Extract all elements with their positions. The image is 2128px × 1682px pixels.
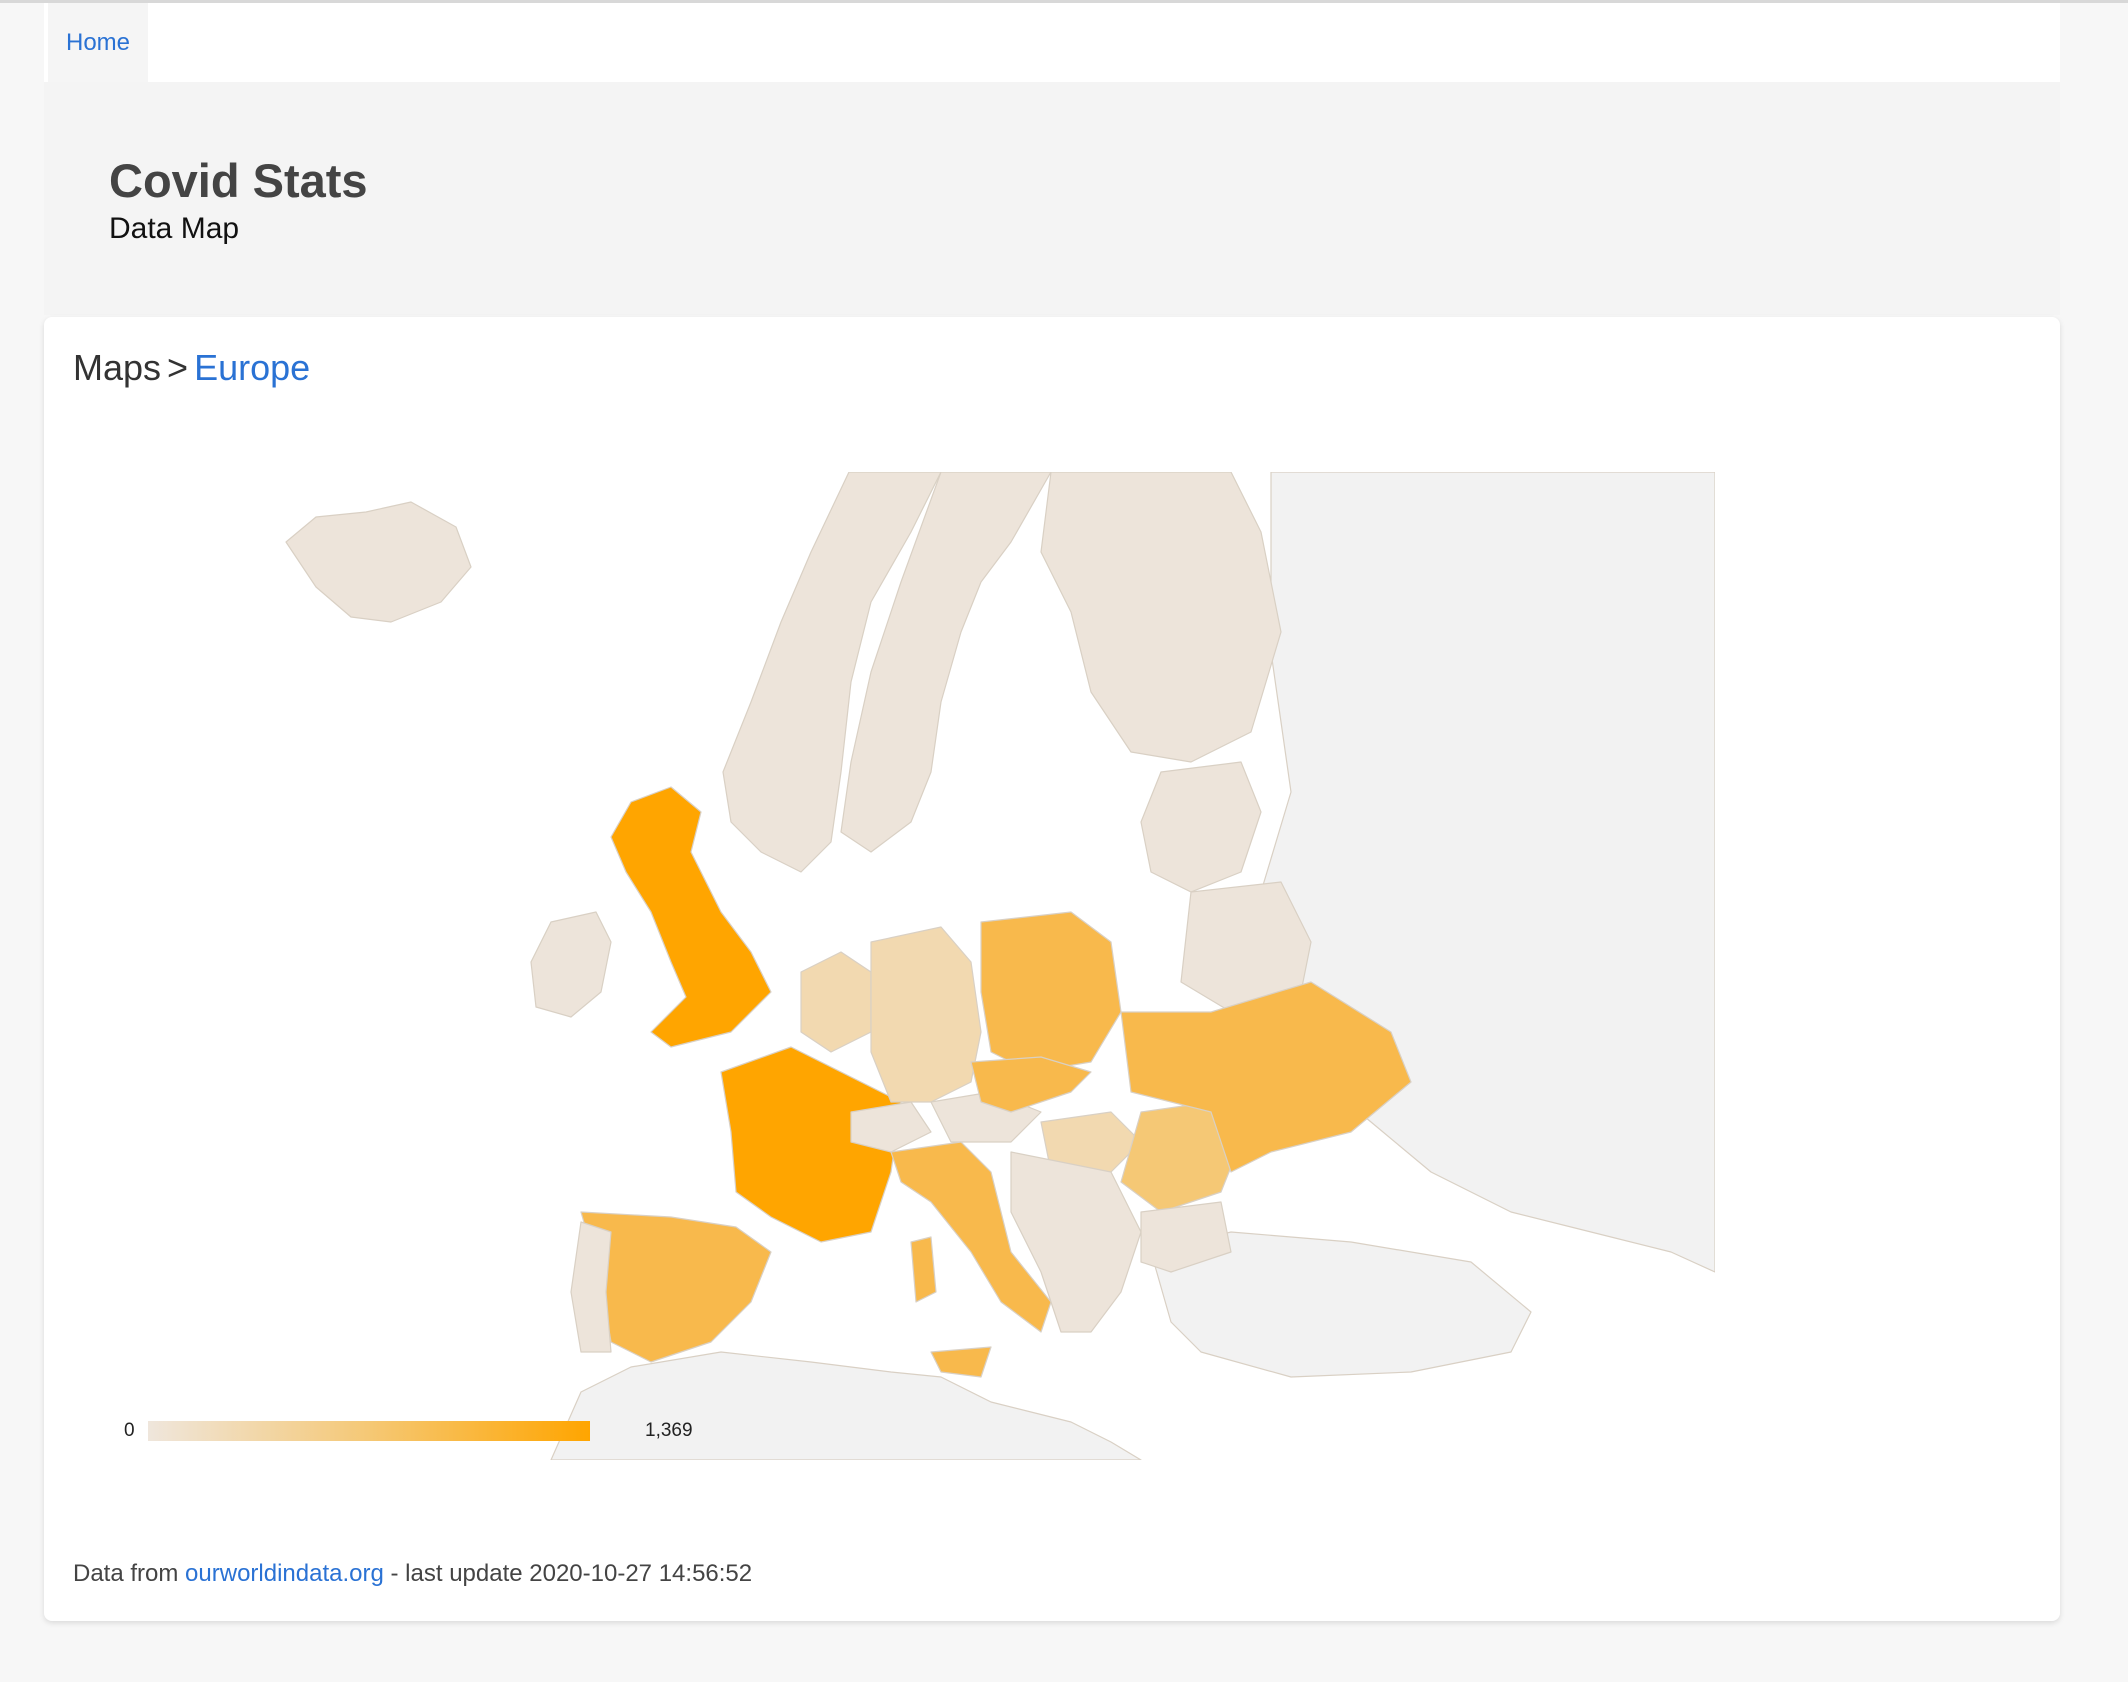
europe-map: 0 1,369	[111, 472, 1715, 1460]
region-italy[interactable]	[890, 1141, 1052, 1333]
footer-suffix: - last update 2020-10-27 14:56:52	[390, 1560, 753, 1587]
navbar: Home	[44, 3, 2060, 82]
region-czechia[interactable]	[970, 1056, 1092, 1113]
page-title: Covid Stats	[109, 154, 368, 207]
region-ukraine[interactable]	[1120, 981, 1412, 1173]
footer-prefix: Data from	[73, 1560, 179, 1587]
breadcrumb-root: Maps	[73, 347, 162, 388]
region-uk[interactable]	[610, 786, 772, 1048]
region-turkey[interactable]	[1150, 1231, 1532, 1378]
region-germany[interactable]	[870, 926, 982, 1103]
breadcrumb-current[interactable]: Europe	[194, 347, 311, 388]
region-sicily[interactable]	[930, 1346, 992, 1378]
region-finland[interactable]	[1040, 472, 1282, 763]
legend-min-label: 0	[124, 1420, 135, 1441]
region-norway[interactable]	[722, 472, 942, 873]
region-baltics[interactable]	[1140, 761, 1262, 893]
map-svg	[111, 472, 1715, 1460]
ourworldindata-link[interactable]: ourworldindata.org	[185, 1560, 384, 1587]
region-benelux[interactable]	[800, 951, 872, 1053]
data-source-footer: Data from ourworldindata.org - last upda…	[73, 1560, 752, 1588]
region-switzerland[interactable]	[850, 1101, 932, 1153]
region-poland[interactable]	[980, 911, 1122, 1073]
region-portugal[interactable]	[570, 1221, 612, 1353]
region-north-africa[interactable]	[550, 1351, 1142, 1460]
region-sardinia[interactable]	[910, 1236, 937, 1303]
region-sweden[interactable]	[840, 472, 1052, 853]
page-header: Covid Stats Data Map	[44, 82, 2060, 315]
breadcrumb: Maps > Europe	[73, 347, 310, 389]
legend-max-label: 1,369	[645, 1420, 693, 1441]
region-ireland[interactable]	[530, 911, 612, 1018]
map-card: Maps > Europe	[44, 317, 2060, 1621]
page-subtitle: Data Map	[109, 212, 240, 245]
page-container: Home Covid Stats Data Map	[44, 3, 2060, 315]
region-bulgaria[interactable]	[1140, 1201, 1232, 1273]
nav-home-link[interactable]: Home	[48, 3, 148, 82]
region-iceland[interactable]	[285, 501, 472, 623]
region-france[interactable]	[720, 1046, 902, 1243]
top-border	[0, 0, 2128, 3]
legend-color-scale	[148, 1421, 590, 1441]
region-balkans[interactable]	[1010, 1151, 1142, 1333]
breadcrumb-separator: >	[167, 347, 189, 388]
